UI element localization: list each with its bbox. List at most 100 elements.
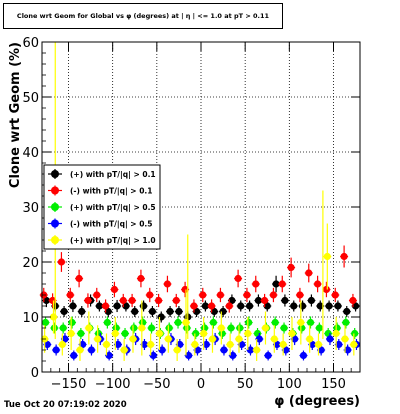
data-point xyxy=(316,302,324,310)
data-point xyxy=(155,296,163,305)
legend-label: (+) with pT/|q| > 0.1 xyxy=(70,170,156,180)
data-point xyxy=(351,329,359,338)
data-point xyxy=(236,324,244,332)
y-tick-label: 30 xyxy=(22,201,39,216)
data-point xyxy=(68,318,76,327)
data-point xyxy=(235,335,243,343)
data-point xyxy=(278,280,286,288)
data-point xyxy=(102,340,111,349)
data-point xyxy=(349,296,357,305)
data-point xyxy=(218,329,226,338)
data-point xyxy=(111,329,119,338)
data-point xyxy=(202,340,210,349)
data-point xyxy=(245,318,253,327)
data-point xyxy=(95,302,104,310)
data-point xyxy=(340,252,348,261)
data-point xyxy=(298,324,306,332)
data-point xyxy=(85,324,93,332)
chart-title: Clone wrt Geom for Global vs φ (degrees)… xyxy=(3,3,283,29)
data-point xyxy=(317,346,325,354)
data-point xyxy=(174,318,182,327)
data-point xyxy=(148,307,157,316)
data-point xyxy=(334,302,342,310)
data-point xyxy=(226,340,234,349)
data-point xyxy=(261,324,270,332)
legend: (+) with pT/|q| > 0.1 (-) with pT/|q| > 0… xyxy=(43,164,161,250)
data-point xyxy=(306,335,314,343)
data-point xyxy=(291,335,299,343)
data-point xyxy=(112,324,120,332)
data-point xyxy=(147,324,156,332)
data-point xyxy=(122,302,130,310)
data-point xyxy=(271,318,279,327)
data-point xyxy=(200,324,209,332)
data-point xyxy=(264,351,272,360)
data-point xyxy=(220,346,228,354)
data-point xyxy=(269,291,278,299)
data-point xyxy=(146,291,154,299)
x-tick-label: 150 xyxy=(321,377,346,392)
legend-marker xyxy=(51,236,59,244)
y-tick-label: 0 xyxy=(31,366,39,381)
data-point xyxy=(137,274,145,283)
data-point xyxy=(75,274,83,283)
x-tick-label: −50 xyxy=(143,377,170,392)
y-tick-label: 60 xyxy=(22,36,39,51)
data-point xyxy=(155,329,164,338)
x-tick-label: −150 xyxy=(51,377,87,392)
data-point xyxy=(149,351,157,360)
data-point xyxy=(297,318,305,327)
data-point xyxy=(237,302,245,310)
y-tick-label: 20 xyxy=(22,256,39,271)
data-point xyxy=(139,318,147,327)
data-point xyxy=(219,307,227,316)
data-point xyxy=(42,296,51,305)
data-point xyxy=(216,291,225,299)
data-point xyxy=(157,313,165,321)
data-point xyxy=(172,296,180,305)
legend-marker xyxy=(51,170,59,178)
data-point xyxy=(41,318,50,327)
data-point xyxy=(103,318,111,327)
data-point xyxy=(314,340,323,349)
data-point xyxy=(49,296,57,305)
data-point xyxy=(296,291,304,299)
data-point xyxy=(209,318,217,327)
data-point xyxy=(79,340,87,349)
data-point xyxy=(166,307,174,316)
data-point xyxy=(253,346,261,354)
legend-marker xyxy=(51,203,59,211)
data-point xyxy=(341,335,349,343)
data-point xyxy=(192,307,201,316)
data-point xyxy=(208,302,216,310)
data-point xyxy=(131,307,139,316)
data-point xyxy=(210,307,218,316)
data-point xyxy=(147,340,155,349)
data-point xyxy=(331,291,339,299)
data-point xyxy=(66,291,74,299)
data-point xyxy=(164,335,172,343)
data-point xyxy=(104,307,112,316)
x-tick-label: −100 xyxy=(95,377,131,392)
series-2 xyxy=(39,245,357,313)
data-point xyxy=(113,302,121,310)
data-point xyxy=(335,340,343,349)
data-point xyxy=(181,285,189,294)
data-point xyxy=(102,302,110,310)
data-point xyxy=(298,302,307,310)
data-point xyxy=(287,263,295,272)
data-point xyxy=(78,307,86,316)
data-point xyxy=(342,318,350,327)
data-point xyxy=(176,340,184,349)
data-point xyxy=(246,346,255,354)
data-point xyxy=(58,340,66,349)
data-point xyxy=(234,274,242,283)
data-point xyxy=(57,258,66,266)
data-point xyxy=(84,296,92,305)
data-point xyxy=(163,280,172,288)
legend-box xyxy=(43,164,161,250)
data-point xyxy=(50,324,58,332)
data-point xyxy=(43,340,51,349)
legend-marker xyxy=(51,186,59,195)
